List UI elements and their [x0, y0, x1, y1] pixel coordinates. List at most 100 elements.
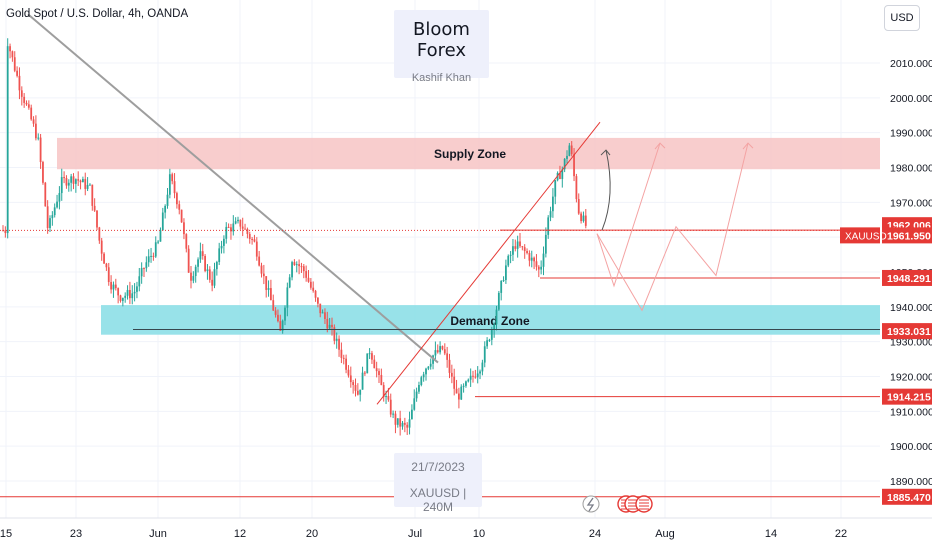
- y-tick-label: 1900.000: [890, 441, 932, 453]
- candle-body: [230, 227, 232, 232]
- x-tick-label: 12: [234, 528, 246, 540]
- candles: [2, 38, 587, 436]
- candle-body: [570, 145, 573, 155]
- y-tick-label: 1990.000: [890, 128, 932, 140]
- candle-body: [51, 215, 54, 219]
- candle-body: [129, 289, 131, 299]
- candle-body: [237, 219, 239, 222]
- candle-body: [157, 241, 159, 243]
- candle-body: [453, 376, 456, 389]
- x-tick-label: 10: [473, 528, 485, 540]
- lightning-icon[interactable]: [582, 495, 600, 513]
- price-label-box: [882, 488, 932, 505]
- curved-arrow: [601, 149, 611, 231]
- candle-body: [354, 385, 357, 391]
- candle-body: [580, 213, 582, 222]
- candle-body: [91, 184, 94, 206]
- candle-body: [279, 321, 282, 331]
- candle-body: [110, 282, 112, 290]
- currency-button[interactable]: USD: [884, 5, 920, 31]
- y-tick-label: 1980.000: [890, 163, 932, 175]
- price-label-box: [882, 388, 932, 405]
- candle-body: [493, 324, 496, 330]
- candle-body: [373, 359, 376, 369]
- candle-body: [140, 268, 143, 277]
- candle-body: [403, 422, 406, 425]
- candle-body: [333, 327, 336, 341]
- candle-body: [248, 233, 251, 239]
- candle-body: [448, 359, 451, 373]
- candle-body: [239, 219, 242, 227]
- candle-body: [486, 340, 488, 347]
- candle-body: [460, 386, 463, 400]
- candle-body: [42, 162, 44, 183]
- candle-body: [540, 266, 543, 270]
- candle-body: [385, 396, 387, 398]
- candle-body: [166, 194, 169, 206]
- candle-body: [180, 209, 183, 223]
- candle-body: [535, 261, 538, 267]
- candle-body: [507, 255, 510, 266]
- symbol-tag: XAUUSD: [845, 231, 887, 242]
- candle-body: [533, 257, 535, 262]
- candle-body: [199, 251, 202, 260]
- candle-body: [359, 389, 362, 395]
- candle-body: [302, 266, 305, 272]
- candle-body: [495, 309, 498, 325]
- candle-body: [60, 177, 63, 194]
- candle-body: [258, 256, 261, 266]
- candle-body: [100, 240, 103, 254]
- candle-body: [392, 413, 394, 415]
- candle-body: [356, 390, 359, 395]
- candle-body: [246, 228, 249, 234]
- candle-body: [208, 269, 211, 280]
- rising-trendline: [376, 121, 601, 405]
- us-flag-icon[interactable]: [635, 495, 653, 513]
- candle-body: [568, 145, 571, 156]
- symbol-title[interactable]: Gold Spot / U.S. Dollar, 4h, OANDA: [6, 8, 189, 20]
- candle-body: [514, 246, 517, 249]
- price-label-box: [882, 227, 932, 244]
- candle-body: [547, 217, 550, 235]
- candle-body: [9, 46, 11, 52]
- candle-body: [458, 393, 460, 400]
- candle-body: [173, 181, 176, 194]
- candle-body: [117, 288, 120, 296]
- candle-body: [295, 264, 298, 266]
- candle-body: [183, 222, 185, 235]
- watermark-meta-box: 21/7/2023 XAUUSD | 240M: [394, 453, 482, 514]
- candle-body: [86, 184, 89, 189]
- candle-body: [338, 338, 340, 350]
- price-axis: 2010.000 2000.000 1990.000 1980.000 1970.000…: [840, 58, 932, 505]
- y-tick-label: 1940.000: [890, 302, 932, 314]
- price-label: 1961.950: [887, 230, 931, 242]
- x-tick-label: Jun: [149, 528, 167, 540]
- candle-body: [20, 90, 23, 97]
- candle-body: [577, 199, 580, 214]
- x-tick-label: 22: [835, 528, 847, 540]
- price-label-box: [882, 269, 932, 286]
- candle-body: [121, 297, 124, 301]
- price-label-box: [882, 323, 932, 340]
- candle-body: [16, 70, 18, 76]
- candle-body: [335, 338, 338, 341]
- candle-body: [84, 179, 87, 189]
- candle-body: [307, 277, 310, 282]
- candle-body: [124, 295, 127, 298]
- candle-body: [145, 262, 148, 269]
- y-tick-label: 1970.000: [890, 197, 932, 209]
- candle-body: [349, 375, 352, 383]
- candle-body: [37, 137, 40, 139]
- y-tick-label: 1910.000: [890, 406, 932, 418]
- candle-body: [107, 267, 110, 283]
- candle-body: [319, 303, 322, 314]
- event-icons: [582, 495, 653, 513]
- candle-body: [481, 362, 484, 372]
- candle-body: [462, 385, 465, 387]
- candle-body: [467, 379, 470, 382]
- candle-body: [159, 230, 162, 242]
- candle-body: [474, 376, 477, 378]
- candle-body: [476, 373, 479, 378]
- watermark-author: Kashif Khan: [411, 72, 472, 84]
